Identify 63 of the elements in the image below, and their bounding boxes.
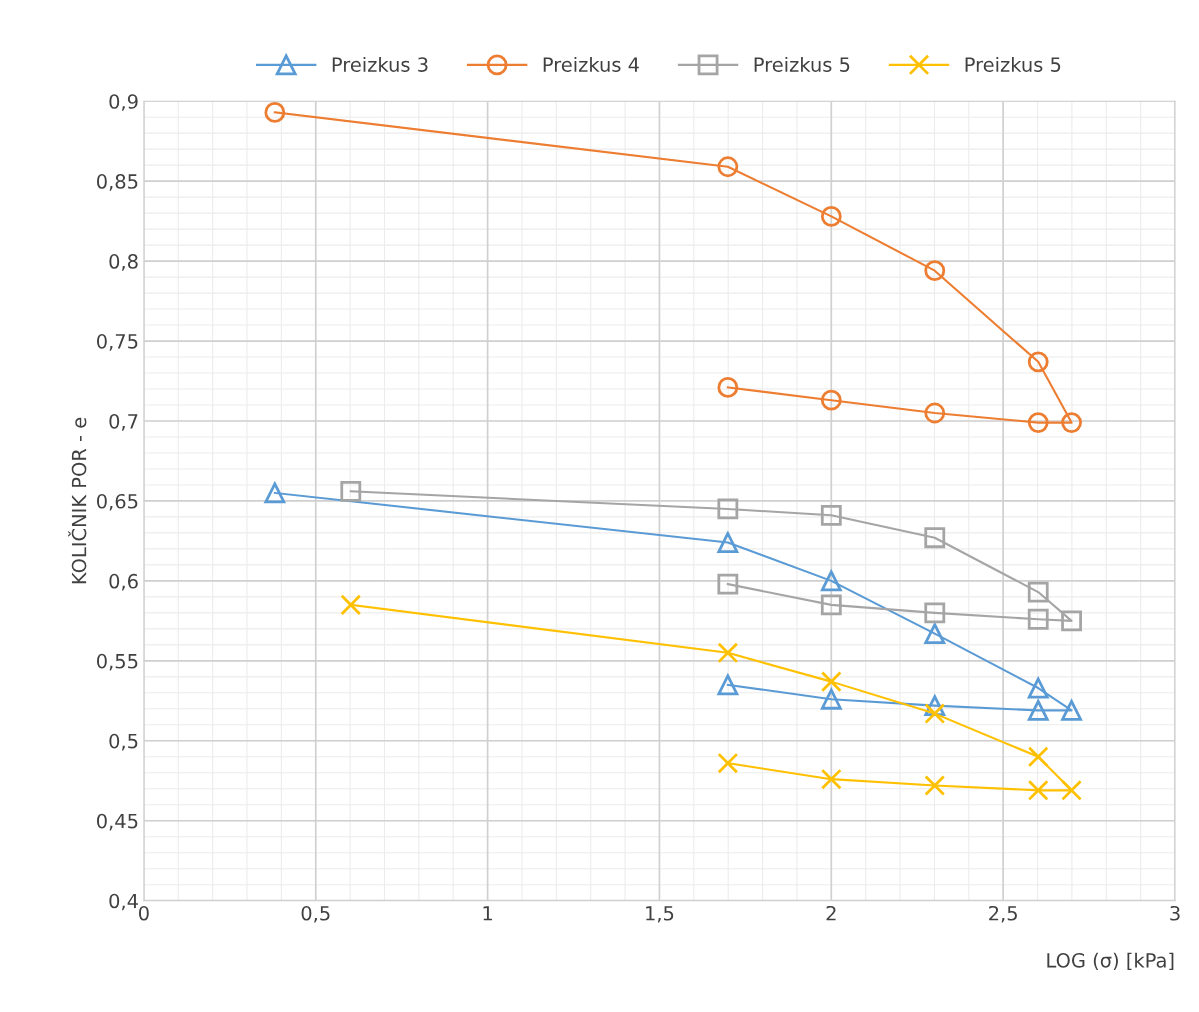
point: [1027, 746, 1049, 768]
point: [1061, 610, 1082, 632]
point: [820, 671, 842, 693]
point: [717, 573, 739, 595]
x-tick-label: 1: [483, 906, 492, 921]
x-tick-label: 2,5: [989, 905, 1017, 923]
point: [820, 768, 842, 790]
point: [924, 527, 946, 549]
point: [924, 623, 946, 645]
point: [1061, 699, 1082, 721]
x-tick-label: 2: [826, 905, 836, 921]
point: [1027, 581, 1049, 603]
point: [820, 594, 842, 616]
y-tick-label: 0,9: [109, 94, 138, 111]
legend-label: Preizkus 3: [332, 56, 428, 72]
point: [1027, 608, 1049, 630]
y-tick-label: 0,5: [109, 733, 138, 751]
point: [924, 703, 946, 725]
point: [717, 532, 739, 553]
y-tick-label: 0,75: [97, 334, 138, 351]
y-tick-label: 0,8: [109, 254, 138, 271]
point: [340, 480, 362, 502]
point: [820, 688, 842, 710]
y-tick-label: 0,45: [97, 813, 138, 831]
point: [1027, 677, 1049, 699]
legend-label: Preizkus 5: [965, 56, 1061, 72]
point: [264, 482, 286, 504]
point: [717, 674, 739, 696]
x-tick-label: 0: [138, 905, 149, 921]
y-axis-title: KOLIČNIK POR - e: [68, 417, 87, 584]
point: [924, 260, 946, 282]
point: [820, 205, 842, 227]
point: [1027, 412, 1049, 434]
x-axis-title: LOG (σ) [kPa]: [1047, 952, 1174, 970]
point: [340, 594, 362, 616]
point: [717, 752, 739, 774]
point: [1027, 699, 1049, 721]
point: [924, 775, 946, 796]
point: [820, 570, 842, 592]
point: [820, 389, 842, 411]
x-tick-label: 1,5: [646, 906, 674, 923]
y-tick-label: 0,55: [97, 653, 138, 671]
point: [717, 156, 739, 178]
y-tick-label: 0,65: [97, 493, 138, 511]
legend-label: Preizkus 4: [543, 56, 639, 72]
point: [717, 642, 739, 664]
x-tick-label: 0,5: [301, 905, 330, 923]
y-tick-label: 0,85: [97, 174, 138, 191]
point: [924, 402, 946, 424]
point: [1027, 351, 1049, 373]
x-tick-label: 3: [1170, 905, 1180, 921]
point: [1027, 779, 1049, 801]
y-tick-label: 0,4: [109, 893, 138, 911]
legend-label: Preizkus 5: [754, 56, 850, 72]
point: [820, 504, 842, 526]
y-tick-label: 0,7: [109, 413, 138, 431]
y-tick-label: 0,6: [109, 573, 138, 591]
point: [1061, 779, 1082, 801]
point: [1061, 412, 1082, 434]
point: [924, 602, 946, 624]
point: [717, 498, 739, 520]
point: [264, 101, 286, 123]
point: [717, 377, 739, 398]
